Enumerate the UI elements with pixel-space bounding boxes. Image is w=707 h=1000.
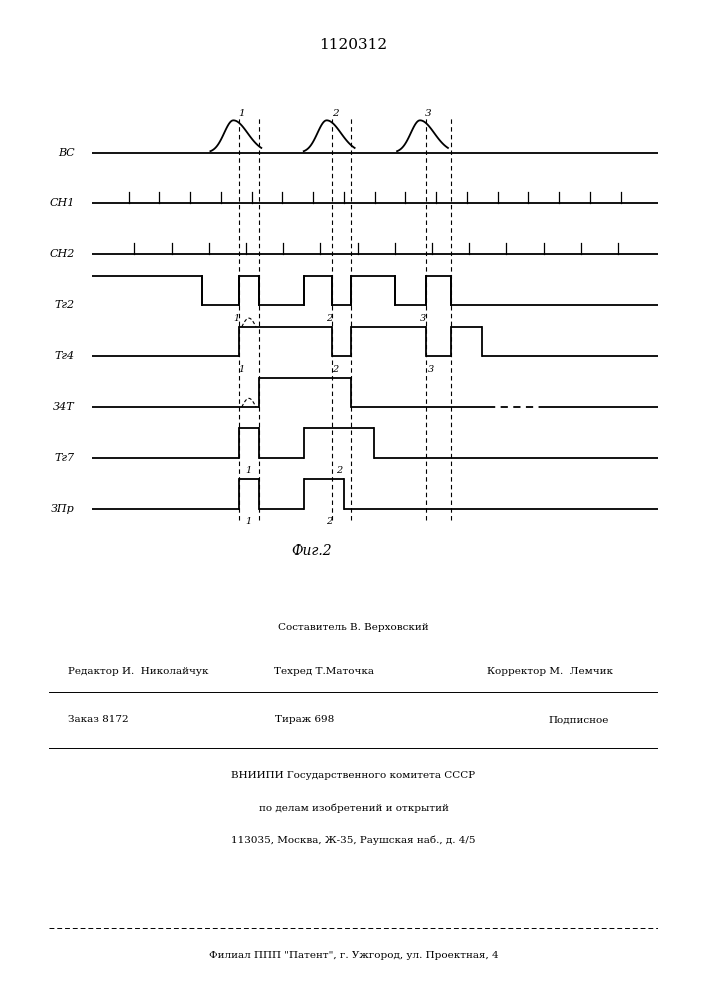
Text: 2: 2: [336, 466, 342, 475]
Text: Тираж 698: Тираж 698: [275, 715, 334, 724]
Text: 1: 1: [239, 365, 245, 374]
Text: Тг7: Тг7: [55, 453, 75, 463]
Text: Тг4: Тг4: [55, 351, 75, 361]
Text: 1120312: 1120312: [320, 38, 387, 52]
Text: 1: 1: [246, 466, 252, 475]
Text: СН2: СН2: [49, 249, 75, 259]
Text: 2: 2: [327, 314, 332, 323]
Text: 113035, Москва, Ж-35, Раушская наб., д. 4/5: 113035, Москва, Ж-35, Раушская наб., д. …: [231, 835, 476, 845]
Text: Заказ 8172: Заказ 8172: [68, 715, 129, 724]
Text: Подписное: Подписное: [548, 715, 609, 724]
Text: 2: 2: [332, 365, 338, 374]
Text: Фиг.2: Фиг.2: [291, 544, 332, 558]
Text: 3: 3: [420, 314, 426, 323]
Text: 1: 1: [246, 517, 252, 526]
Text: ЗПр: ЗПр: [51, 504, 75, 514]
Text: ВС: ВС: [58, 148, 75, 158]
Text: 2: 2: [332, 109, 339, 118]
Text: Техред Т.Маточка: Техред Т.Маточка: [274, 668, 375, 676]
Text: 3: 3: [428, 365, 434, 374]
Text: 2: 2: [327, 517, 332, 526]
Text: Редактор И.  Николайчук: Редактор И. Николайчук: [68, 668, 209, 676]
Text: Корректор М.  Лемчик: Корректор М. Лемчик: [487, 668, 613, 676]
Text: 1: 1: [233, 314, 239, 323]
Text: СН1: СН1: [49, 198, 75, 208]
Text: Составитель В. Верховский: Составитель В. Верховский: [278, 624, 429, 632]
Text: 1: 1: [238, 109, 245, 118]
Text: Тг2: Тг2: [55, 300, 75, 310]
Text: 3: 3: [425, 109, 432, 118]
Text: 34Т: 34Т: [53, 402, 75, 412]
Text: по делам изобретений и открытий: по делам изобретений и открытий: [259, 803, 448, 813]
Text: ВНИИПИ Государственного комитета СССР: ВНИИПИ Государственного комитета СССР: [231, 772, 476, 780]
Text: Филиал ППП "Патент", г. Ужгород, ул. Проектная, 4: Филиал ППП "Патент", г. Ужгород, ул. Про…: [209, 952, 498, 960]
